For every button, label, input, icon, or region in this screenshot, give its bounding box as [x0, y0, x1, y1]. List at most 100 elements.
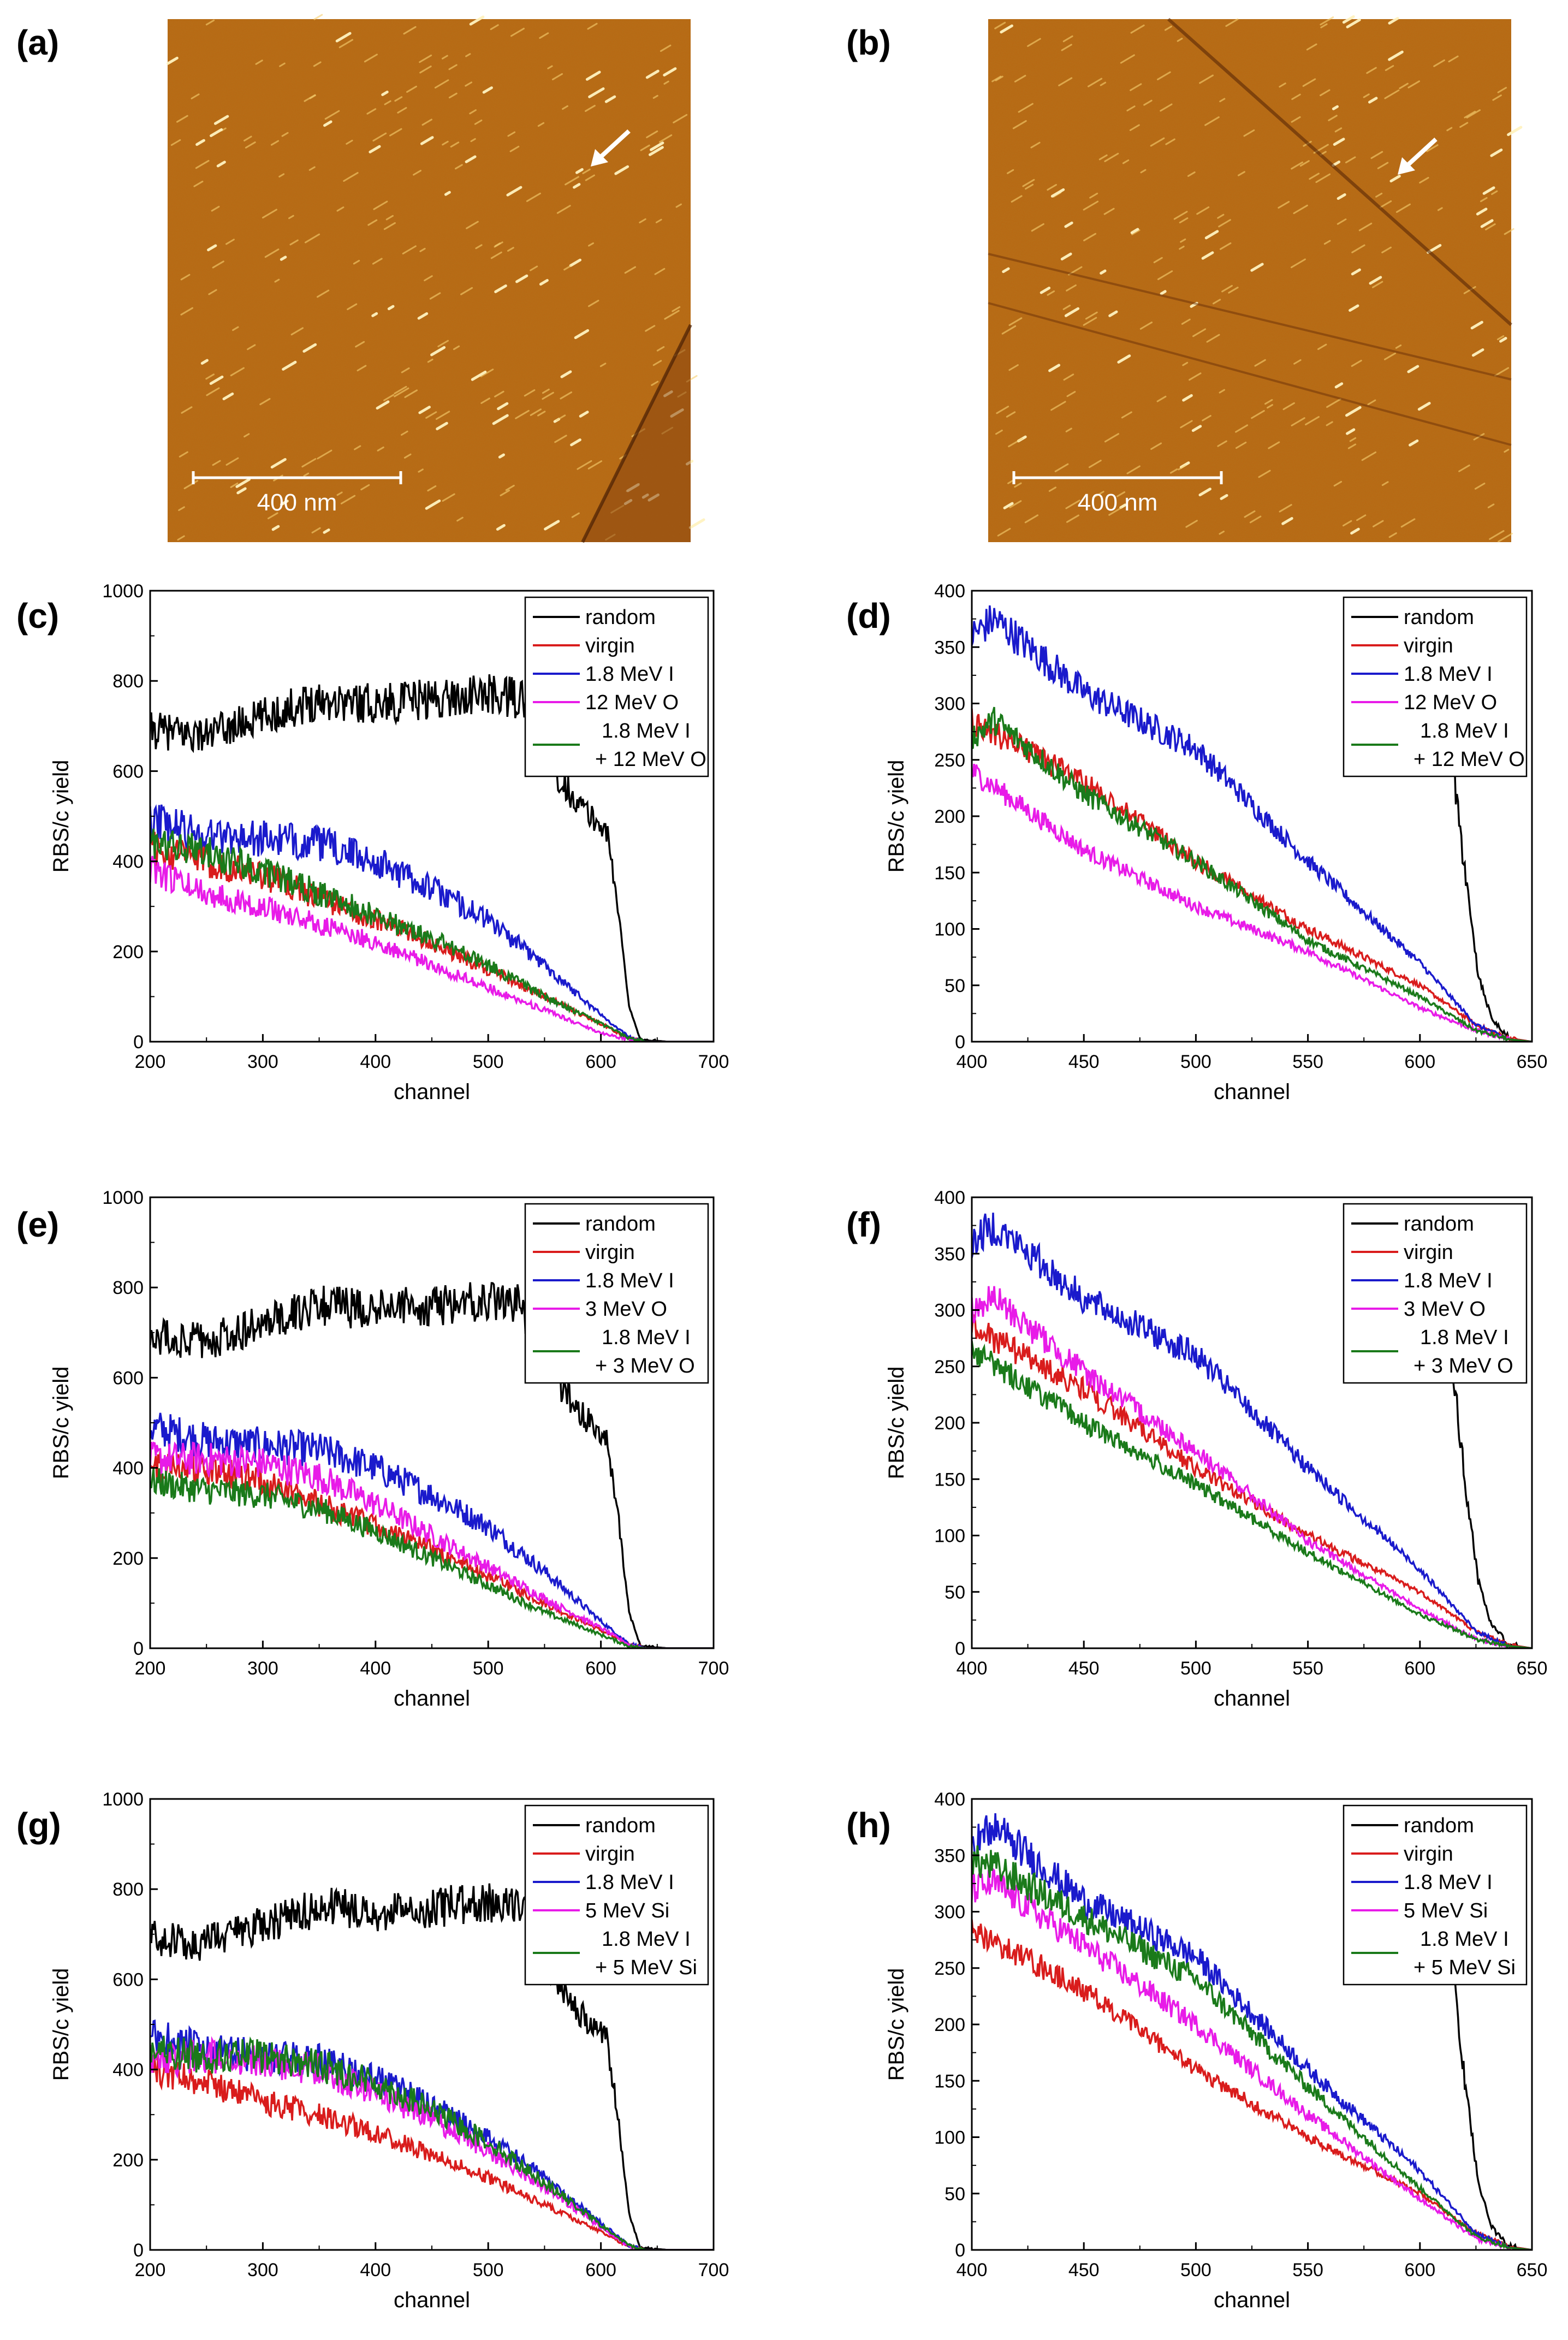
afm-streak — [1066, 391, 1076, 397]
afm-streak — [1281, 516, 1293, 525]
afm-streak — [346, 139, 353, 145]
afm-streak — [424, 275, 433, 282]
afm-streak — [654, 268, 666, 275]
afm-streak — [1040, 287, 1051, 294]
afm-streak — [1499, 337, 1507, 343]
afm-streak — [280, 500, 289, 506]
afm-streak — [1497, 87, 1507, 93]
x-tick-label: 400 — [957, 2260, 988, 2280]
afm-streak — [1282, 402, 1295, 411]
afm-streak — [1025, 183, 1034, 190]
afm-streak — [507, 131, 516, 137]
legend-label: + 5 MeV Si — [1413, 1956, 1516, 1979]
afm-streak — [167, 56, 179, 65]
series-line-random — [150, 1883, 714, 2250]
x-tick-label: 700 — [698, 1052, 729, 1072]
afm-streak — [494, 390, 504, 397]
x-tick-label: 300 — [247, 2260, 278, 2280]
afm-streak — [1002, 267, 1010, 274]
afm-streak — [262, 209, 277, 219]
afm-streak — [435, 411, 450, 420]
afm-streak — [304, 233, 320, 243]
legend-label: + 12 MeV O — [1413, 748, 1525, 771]
legend-box — [524, 596, 709, 777]
x-tick-label: 700 — [698, 2260, 729, 2280]
afm-step-edge — [988, 302, 1512, 446]
y-tick-label: 100 — [934, 919, 965, 940]
legend-box — [524, 1804, 709, 1986]
afm-streak — [1213, 299, 1221, 305]
afm-streak — [1083, 317, 1097, 326]
afm-streak — [313, 14, 323, 20]
afm-streak — [515, 409, 530, 419]
afm-streak — [588, 87, 605, 98]
afm-streak — [1218, 219, 1231, 228]
afm-streak — [1050, 401, 1066, 411]
afm-streak — [1498, 532, 1513, 543]
afm-streak — [270, 140, 280, 146]
afm-streak — [1267, 404, 1273, 409]
y-tick-label: 600 — [112, 1368, 144, 1388]
afm-streak — [497, 402, 509, 411]
afm-streak — [1476, 207, 1488, 216]
x-axis-label: channel — [394, 2288, 470, 2312]
x-tick-label: 450 — [1068, 1052, 1100, 1072]
afm-streak — [1350, 527, 1360, 535]
series-line-combined — [972, 706, 1532, 1042]
y-tick-label: 350 — [934, 1845, 965, 1866]
legend: random virgin 1.8 MeV I 12 MeV O 1.8 MeV I + … — [1343, 596, 1528, 777]
afm-streak — [1384, 89, 1400, 99]
afm-streak — [1129, 124, 1140, 132]
afm-streak — [212, 460, 221, 466]
afm-streak — [1395, 203, 1411, 213]
afm-streak — [1244, 510, 1256, 518]
legend-label: random — [1404, 1213, 1474, 1236]
afm-streak — [1494, 367, 1510, 377]
afm-streak — [556, 205, 571, 214]
x-tick-label: 650 — [1517, 2260, 1548, 2280]
legend-box — [1343, 596, 1528, 777]
afm-streak — [369, 145, 381, 153]
x-tick-label: 600 — [1404, 1658, 1435, 1679]
afm-streak — [200, 359, 209, 365]
afm-streak — [402, 245, 417, 254]
y-axis-label: RBS/c yield — [49, 1367, 73, 1480]
y-tick-label: 400 — [112, 852, 144, 872]
afm-streak — [530, 265, 538, 271]
afm-streak — [1160, 290, 1167, 295]
x-tick-label: 200 — [135, 1658, 166, 1679]
afm-streak — [1048, 364, 1061, 372]
x-tick-label: 400 — [957, 1052, 988, 1072]
afm-streak — [1250, 263, 1264, 272]
afm-streak — [376, 400, 390, 410]
afm-streak — [1347, 443, 1357, 449]
afm-streak — [1008, 437, 1023, 448]
y-tick-label: 250 — [934, 750, 965, 771]
afm-streak — [570, 438, 581, 447]
y-tick-label: 200 — [112, 2150, 144, 2171]
afm-streak — [1299, 160, 1310, 167]
afm-streak — [1179, 217, 1189, 224]
afm-streak — [1385, 65, 1394, 72]
afm-streak — [453, 345, 460, 351]
afm-streak — [1356, 514, 1367, 521]
afm-streak — [995, 75, 1003, 81]
afm-streak — [1377, 162, 1389, 169]
legend-label: 1.8 MeV I — [602, 1326, 691, 1349]
afm-streak — [442, 140, 449, 146]
afm-streak — [282, 360, 297, 371]
y-tick-label: 100 — [934, 2128, 965, 2148]
afm-streak — [650, 141, 664, 151]
afm-streak — [652, 94, 658, 99]
afm-streak — [498, 453, 505, 459]
x-tick-label: 400 — [360, 1658, 391, 1679]
afm-streak — [1482, 186, 1495, 195]
arrow-head-icon — [591, 149, 608, 167]
afm-streak — [225, 239, 235, 245]
afm-streak — [1024, 514, 1039, 524]
afm-streaks — [991, 15, 1523, 543]
afm-streak — [490, 251, 502, 259]
afm-streak — [441, 55, 448, 60]
afm-streak — [1169, 468, 1178, 474]
y-tick-label: 0 — [955, 1638, 965, 1659]
